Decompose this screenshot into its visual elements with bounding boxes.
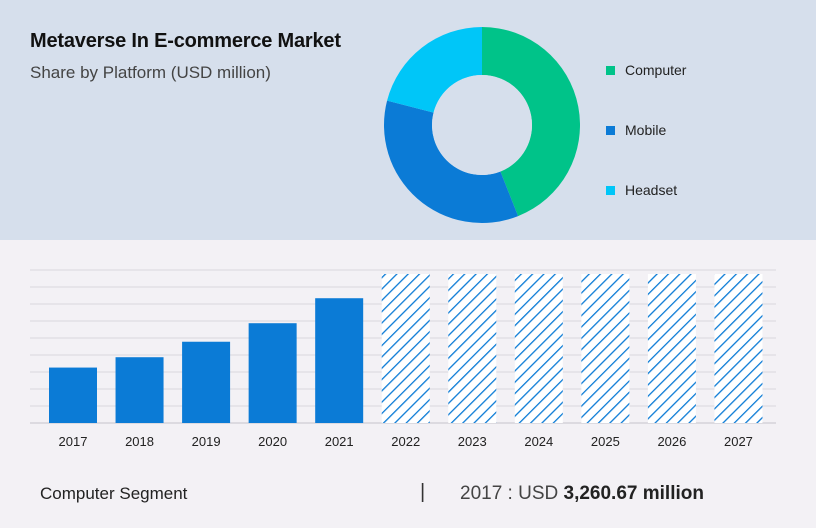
legend-item-headset: Headset <box>606 178 806 202</box>
forecast-bar-2022 <box>381 274 430 423</box>
x-tick-label: 2023 <box>458 434 487 449</box>
forecast-bar-2026 <box>647 274 696 423</box>
segment-amount: 3,260.67 million <box>563 483 704 504</box>
top-panel: Metaverse In E-commerce Market Share by … <box>0 0 816 240</box>
x-tick-label: 2017 <box>59 434 88 449</box>
legend-item-computer: Computer <box>606 58 806 82</box>
legend-swatch <box>606 185 615 195</box>
segment-label: Computer Segment <box>40 484 188 503</box>
x-tick-label: 2022 <box>391 434 420 449</box>
forecast-bar-2023 <box>448 274 497 423</box>
donut-legend: Computer Mobile Headset <box>606 58 806 238</box>
bar-2018 <box>115 357 164 423</box>
footer-bar: Computer Segment | 2017 : USD 3,260.67 m… <box>0 470 816 518</box>
chart-title: Metaverse In E-commerce Market <box>30 30 341 52</box>
legend-item-mobile: Mobile <box>606 118 806 142</box>
donut-hole <box>432 75 532 175</box>
bar-2021 <box>315 298 364 423</box>
donut-chart <box>384 27 580 223</box>
forecast-bar-2025 <box>581 274 630 423</box>
segment-year: 2017 : USD <box>460 483 564 504</box>
donut-slice-mobile <box>384 100 519 223</box>
x-tick-label: 2018 <box>125 434 154 449</box>
legend-label: Mobile <box>625 122 667 138</box>
legend-swatch <box>606 125 615 135</box>
x-tick-label: 2020 <box>258 434 287 449</box>
legend-swatch <box>606 65 615 75</box>
x-tick-label: 2024 <box>524 434 553 449</box>
donut-slice-computer <box>482 27 580 217</box>
legend-label: Headset <box>625 182 678 198</box>
segment-value: 2017 : USD 3,260.67 million <box>460 483 704 505</box>
bar-2017 <box>49 367 97 423</box>
footer-separator: | <box>420 481 426 503</box>
bar-chart: 2017 2018 2019 2020 2021 2022 2023 2024 2025 2026… <box>30 269 776 449</box>
x-tick-label: 2026 <box>657 434 686 449</box>
bar-2019 <box>182 341 231 423</box>
x-tick-label: 2027 <box>724 434 753 449</box>
forecast-bar-2024 <box>514 274 563 423</box>
x-tick-label: 2019 <box>192 434 221 449</box>
x-tick-label: 2021 <box>325 434 354 449</box>
x-tick-label: 2025 <box>591 434 620 449</box>
bar-2020 <box>248 323 297 423</box>
legend-label: Computer <box>625 62 687 78</box>
forecast-bar-2027 <box>714 274 763 423</box>
chart-subtitle: Share by Platform (USD million) <box>30 63 271 82</box>
donut-slice-headset <box>387 27 482 113</box>
